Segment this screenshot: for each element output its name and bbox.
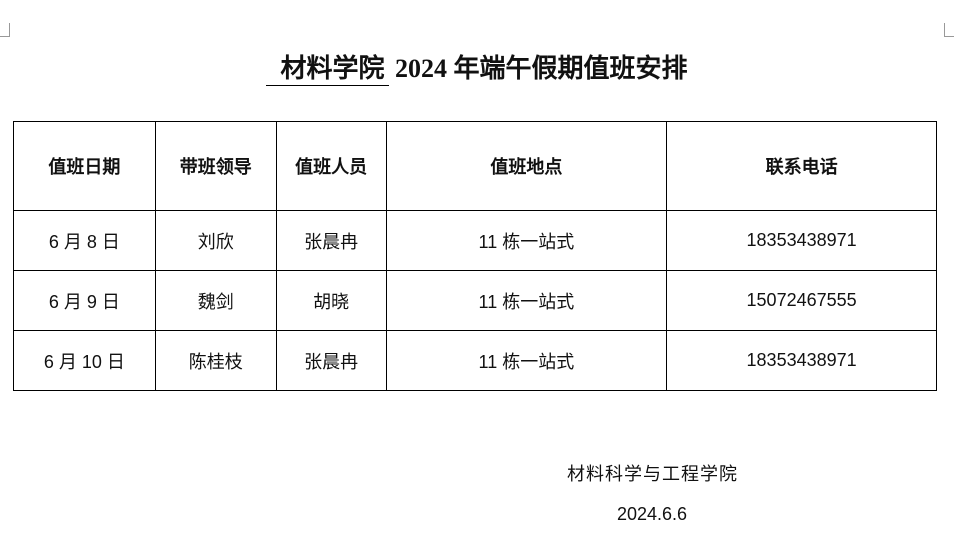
leader-cell: 刘欣 bbox=[154, 210, 277, 271]
table-row: 6 月 9 日 魏剑 胡晓 11 栋一站式 15072467555 bbox=[13, 270, 937, 331]
page-corner-mark bbox=[944, 23, 954, 37]
phone-cell: 18353438971 bbox=[666, 210, 937, 271]
table-row: 6 月 10 日 陈桂枝 张晨冉 11 栋一站式 18353438971 bbox=[13, 330, 937, 391]
leader-cell: 陈桂枝 bbox=[154, 330, 277, 391]
location-cell: 11 栋一站式 bbox=[385, 210, 668, 271]
duty-table: 值班日期 带班领导 值班人员 值班地点 联系电话 6 月 8 日 刘欣 张晨冉 … bbox=[13, 121, 937, 391]
table-row: 6 月 8 日 刘欣 张晨冉 11 栋一站式 18353438971 bbox=[13, 210, 937, 271]
date-cell: 6 月 8 日 bbox=[13, 210, 156, 271]
staff-cell: 张晨冉 bbox=[275, 330, 387, 391]
header-cell: 值班日期 bbox=[13, 121, 156, 211]
date-cell: 6 月 9 日 bbox=[13, 270, 156, 331]
staff-cell: 胡晓 bbox=[275, 270, 387, 331]
leader-cell: 魏剑 bbox=[154, 270, 277, 331]
phone-cell: 15072467555 bbox=[666, 270, 937, 331]
signature-date: 2024.6.6 bbox=[617, 504, 688, 524]
header-cell: 值班人员 bbox=[275, 121, 387, 211]
title-underlined-part: 材料学院 bbox=[266, 53, 389, 86]
staff-cell: 张晨冉 bbox=[275, 210, 387, 271]
phone-cell: 18353438971 bbox=[666, 330, 937, 391]
location-cell: 11 栋一站式 bbox=[385, 270, 668, 331]
table-header-row: 值班日期 带班领导 值班人员 值班地点 联系电话 bbox=[13, 121, 937, 211]
location-cell: 11 栋一站式 bbox=[385, 330, 668, 391]
page-corner-mark bbox=[0, 23, 10, 37]
header-cell: 值班地点 bbox=[385, 121, 668, 211]
date-cell: 6 月 10 日 bbox=[13, 330, 156, 391]
document-title: 材料学院 2024 年端午假期值班安排 bbox=[0, 48, 954, 86]
header-cell: 带班领导 bbox=[154, 121, 277, 211]
header-cell: 联系电话 bbox=[666, 121, 937, 211]
signature-organization: 材料科学与工程学院 bbox=[567, 464, 738, 484]
title-rest: 2024 年端午假期值班安排 bbox=[388, 54, 688, 83]
